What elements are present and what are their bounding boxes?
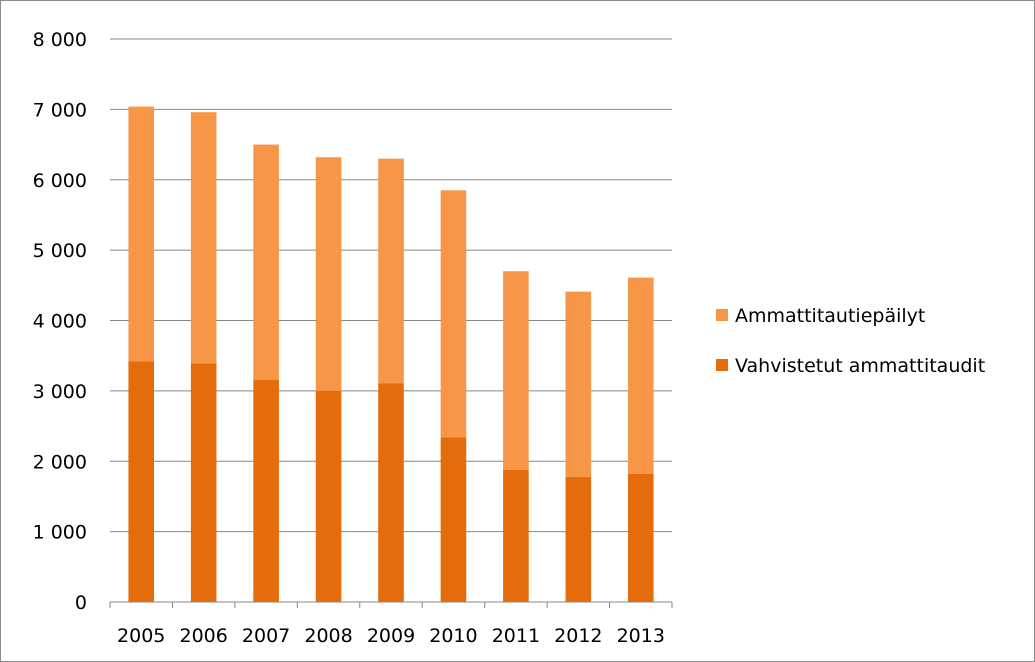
bar-segment — [627, 473, 654, 602]
bar-segment — [378, 383, 404, 602]
x-tick-label: 2006 — [179, 625, 227, 647]
x-tick-label: 2013 — [617, 625, 665, 647]
bar-segment — [128, 361, 155, 602]
legend: Ammattitautiepäilyt Vahvistetut ammattita… — [716, 305, 985, 377]
bar-segment — [503, 469, 529, 602]
bar-segment — [253, 144, 279, 380]
y-tick-label: 2 000 — [33, 451, 87, 473]
y-tick-label: 1 000 — [33, 522, 87, 544]
y-tick-label: 3 000 — [33, 381, 87, 403]
bar-segment — [253, 379, 279, 602]
x-tick-label: 2005 — [117, 625, 165, 647]
x-tick-label: 2011 — [492, 625, 540, 647]
legend-swatch — [716, 359, 728, 371]
legend-label: Ammattitautiepäilyt — [735, 305, 925, 327]
bar-segment — [315, 390, 342, 602]
axes: 0 1 000 2 000 3 000 4 000 5 000 6 000 7 000 8 00… — [33, 29, 673, 647]
y-tick-label: 0 — [75, 592, 87, 614]
bar-segment — [440, 190, 467, 438]
bar-segment — [440, 437, 467, 602]
y-tick-label: 7 000 — [33, 99, 87, 121]
bar-segment — [378, 158, 404, 384]
bar-segment — [627, 277, 654, 474]
y-tick-label: 8 000 — [33, 29, 87, 51]
y-tick-label: 6 000 — [33, 170, 87, 192]
bar-segment — [190, 112, 217, 364]
legend-label: Vahvistetut ammattitaudit — [735, 355, 985, 377]
x-tick-label: 2008 — [304, 625, 352, 647]
bars — [128, 106, 654, 602]
bar-segment — [565, 476, 592, 602]
bar-segment — [128, 106, 155, 362]
bar-segment — [190, 363, 217, 602]
bar-segment — [503, 271, 529, 470]
x-tick-label: 2010 — [429, 625, 477, 647]
x-tick-label: 2007 — [242, 625, 290, 647]
bar-segment — [565, 291, 592, 477]
x-tick-label: 2009 — [367, 625, 415, 647]
bar-segment — [315, 157, 342, 391]
x-tick-label: 2012 — [554, 625, 602, 647]
y-tick-label: 5 000 — [33, 240, 87, 262]
legend-swatch — [716, 309, 728, 321]
y-tick-label: 4 000 — [33, 311, 87, 333]
